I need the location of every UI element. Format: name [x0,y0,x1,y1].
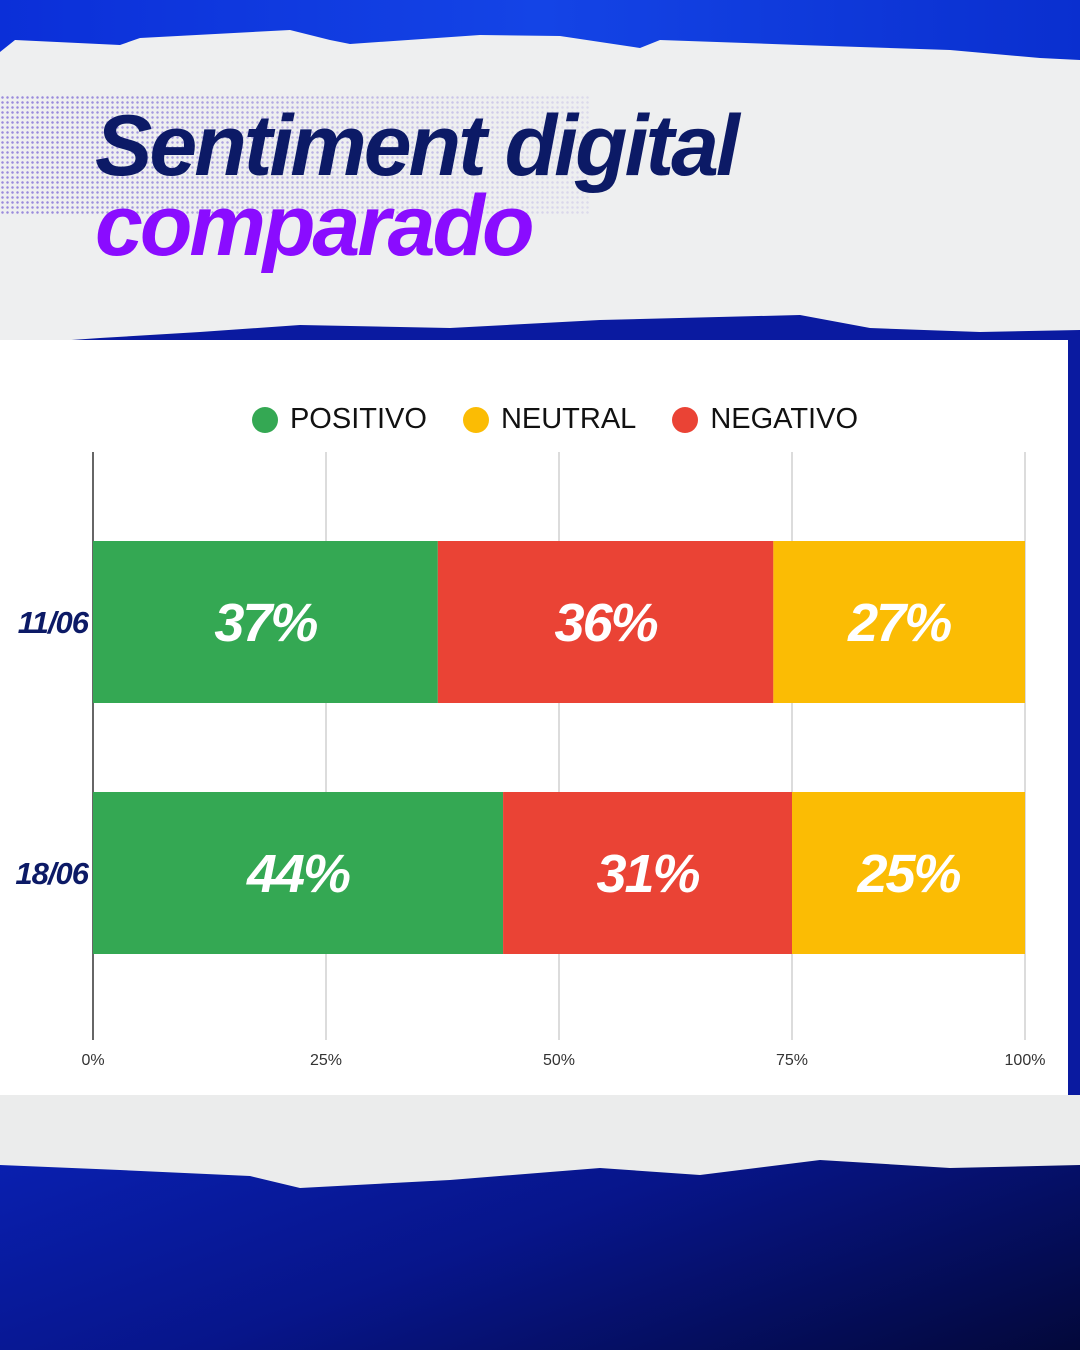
legend: POSITIVO NEUTRAL NEGATIVO [0,403,1080,436]
legend-dot-icon [462,406,489,433]
x-tick-label: 100% [1005,1052,1046,1069]
x-tick-label: 75% [776,1052,808,1069]
legend-label: NEUTRAL [500,403,637,435]
bar-neutral [773,541,1025,703]
bar-negativo [437,541,774,703]
legend-label: NEGATIVO [710,403,859,435]
data-label: 27% [847,593,951,653]
legend-positivo: POSITIVO [251,403,427,436]
bar-neutral [792,792,1025,954]
data-label: 25% [856,844,960,904]
x-tick-label: 50% [543,1052,575,1069]
legend-dot-icon [672,406,699,433]
data-label: 36% [555,593,658,653]
bar-negativo [503,792,792,954]
x-tick-label: 25% [310,1052,342,1069]
legend-dot-icon [251,406,278,433]
bar-positivo [93,792,504,954]
title-line-2: comparado [95,178,535,274]
chart-panel [0,340,1068,1095]
category-label: 18/06 [15,856,89,891]
legend-label: POSITIVO [289,403,427,435]
data-label: 44% [246,844,350,904]
title-line-1: Sentiment digital [95,98,740,194]
bar-positivo [93,541,438,703]
x-tick-label: 0% [81,1052,104,1069]
scribble-decoration [0,95,590,215]
page-title: Sentiment digital comparado [95,98,740,274]
data-label: 31% [596,844,699,904]
legend-negativo: NEGATIVO [672,403,858,436]
legend-neutral: NEUTRAL [462,403,637,436]
category-label: 11/06 [18,605,90,640]
data-label: 37% [214,593,317,653]
